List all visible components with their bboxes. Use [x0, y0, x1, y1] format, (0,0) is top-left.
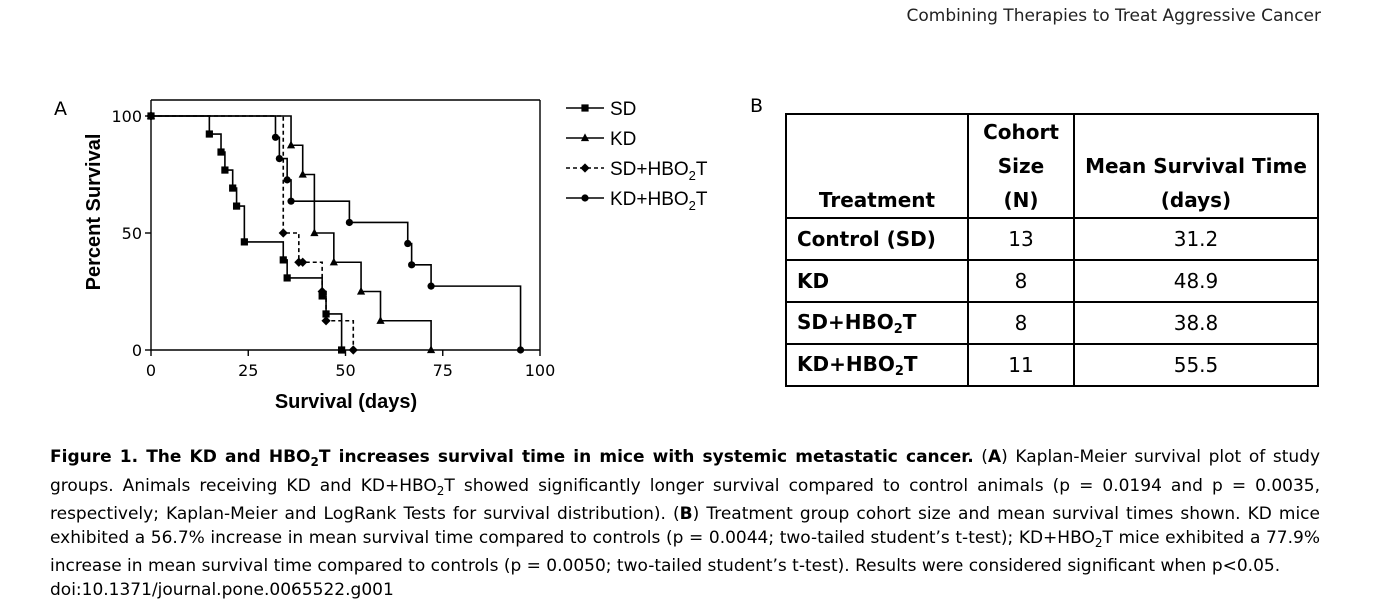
x-axis-label: Survival (days): [275, 391, 417, 413]
survival-plot: 0 25 50 75 100 0 50 100 Percent Survival Surviv…: [0, 0, 760, 430]
legend-label: SD+HBO2T: [610, 159, 708, 183]
row-cohort-size: 13: [968, 218, 1074, 260]
caption-line-3: respectively; Kaplan-Meier and LogRank T…: [50, 503, 1320, 527]
x-tick-label: 75: [433, 361, 453, 380]
data-point-square: [284, 274, 291, 281]
legend-entry: KD: [566, 129, 636, 150]
y-tick-label: 50: [122, 224, 142, 243]
plot-series: [146, 111, 524, 354]
data-point-circle: [276, 155, 283, 162]
data-point-circle: [581, 194, 588, 201]
header-treatment: Treatment: [786, 114, 968, 218]
row-mean-survival: 31.2: [1074, 218, 1318, 260]
table-row: KD 8 48.9: [786, 260, 1318, 302]
legend-entry: KD+HBO2T: [566, 189, 708, 213]
row-cohort-size: 11: [968, 344, 1074, 386]
data-point-square: [581, 104, 588, 111]
data-point-square: [206, 130, 213, 137]
row-cohort-size: 8: [968, 302, 1074, 344]
legend-label: SD: [610, 99, 636, 120]
row-treatment: KD+HBO2T: [786, 344, 968, 386]
data-point-square: [280, 256, 287, 263]
legend-label: KD+HBO2T: [610, 189, 708, 213]
data-point-circle: [404, 240, 411, 247]
row-treatment: Control (SD): [786, 218, 968, 260]
y-tick-label: 100: [111, 107, 142, 126]
plot-legend: SD KD SD+HBO2T KD+HBO2T: [566, 99, 708, 213]
row-cohort-size: 8: [968, 260, 1074, 302]
data-point-diamond: [349, 345, 358, 354]
data-point-square: [241, 238, 248, 245]
data-point-circle: [147, 112, 154, 119]
data-point-square: [233, 202, 240, 209]
x-tick-label: 0: [146, 361, 156, 380]
series-line: [151, 116, 431, 350]
x-tick-label: 50: [335, 361, 355, 380]
table-row: Control (SD) 13 31.2: [786, 218, 1318, 260]
data-point-circle: [408, 261, 415, 268]
data-point-circle: [427, 283, 434, 290]
legend-entry: SD+HBO2T: [566, 159, 708, 183]
data-point-diamond: [279, 228, 288, 237]
table-row: KD+HBO2T 11 55.5: [786, 344, 1318, 386]
x-tick-label: 25: [238, 361, 258, 380]
y-axis-label: Percent Survival: [83, 134, 105, 291]
caption-line-1: Figure 1. The KD and HBO2T increases sur…: [50, 446, 1320, 475]
row-mean-survival: 48.9: [1074, 260, 1318, 302]
data-point-square: [221, 166, 228, 173]
row-treatment: KD: [786, 260, 968, 302]
data-point-square: [229, 184, 236, 191]
data-point-triangle: [427, 345, 435, 353]
legend-entry: SD: [566, 99, 636, 120]
data-point-square: [338, 346, 345, 353]
data-point-circle: [272, 134, 279, 141]
legend-label: KD: [610, 129, 636, 150]
x-tick-label: 100: [525, 361, 556, 380]
row-mean-survival: 55.5: [1074, 344, 1318, 386]
data-point-circle: [284, 176, 291, 183]
table-row: SD+HBO2T 8 38.8: [786, 302, 1318, 344]
row-mean-survival: 38.8: [1074, 302, 1318, 344]
series-line: [151, 116, 521, 350]
caption-line-5: increase in mean survival time compared …: [50, 555, 1320, 579]
y-tick-label: 0: [132, 341, 142, 360]
header-mean-survival: Mean Survival Time(days): [1074, 114, 1318, 218]
row-treatment: SD+HBO2T: [786, 302, 968, 344]
caption-line-2: groups. Animals receiving KD and KD+HBO2…: [50, 475, 1320, 504]
data-point-circle: [517, 346, 524, 353]
running-header: Combining Therapies to Treat Aggressive …: [907, 6, 1322, 26]
data-point-circle: [346, 219, 353, 226]
figure-caption: Figure 1. The KD and HBO2T increases sur…: [50, 446, 1320, 602]
series-kd: [147, 111, 435, 353]
data-point-diamond: [580, 163, 589, 172]
data-point-square: [217, 148, 224, 155]
data-point-circle: [287, 198, 294, 205]
caption-line-4: exhibited a 56.7% increase in mean survi…: [50, 527, 1320, 556]
series-kd-plus-hbo2t: [147, 112, 524, 353]
caption-doi: doi:10.1371/journal.pone.0065522.g001: [50, 579, 1320, 602]
